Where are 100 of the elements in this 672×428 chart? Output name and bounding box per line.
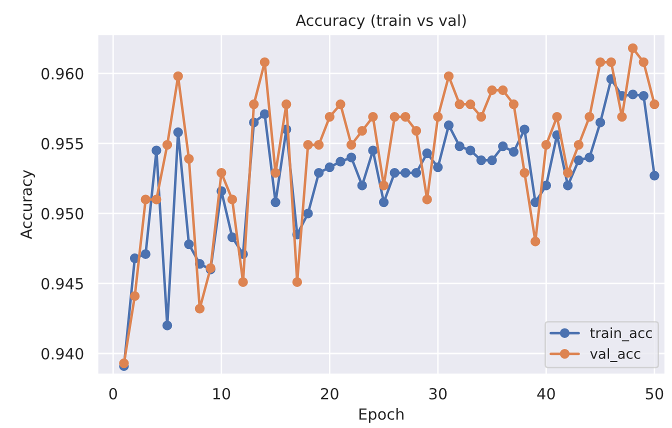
point — [552, 112, 562, 122]
point — [184, 239, 194, 250]
point — [324, 112, 335, 122]
y-tick-label: 0.945 — [42, 278, 83, 290]
point — [595, 57, 606, 68]
point — [282, 99, 292, 110]
point — [476, 112, 486, 122]
x-tick-label: 40 — [537, 388, 555, 400]
point — [628, 90, 638, 100]
x-tick-label: 10 — [213, 388, 230, 400]
point — [541, 140, 552, 150]
point — [466, 146, 476, 156]
point — [152, 194, 162, 204]
y-tick-label: 0.955 — [42, 138, 83, 150]
point — [152, 146, 162, 156]
point — [346, 140, 356, 150]
x-tick-label: 0 — [109, 388, 117, 400]
point — [390, 168, 400, 178]
point — [476, 155, 486, 166]
point — [314, 168, 324, 178]
point — [454, 99, 464, 110]
point — [368, 112, 378, 122]
point — [628, 43, 638, 54]
point — [454, 141, 464, 152]
point — [184, 154, 194, 164]
x-tick-label: 20 — [321, 388, 338, 400]
point — [433, 112, 443, 122]
point — [562, 180, 573, 190]
y-tick-label: 0.940 — [42, 348, 84, 360]
point — [638, 90, 648, 101]
point — [346, 152, 356, 162]
point — [336, 156, 346, 167]
point — [368, 146, 378, 156]
point — [227, 194, 238, 204]
point — [574, 155, 584, 166]
point — [270, 197, 280, 208]
point — [249, 99, 259, 110]
point — [324, 162, 335, 172]
point — [173, 127, 183, 138]
point — [650, 170, 660, 181]
point — [357, 126, 368, 136]
point — [140, 249, 150, 259]
point — [422, 148, 432, 158]
y-axis-title: Accuracy — [20, 170, 35, 240]
point — [336, 99, 346, 110]
point — [606, 57, 616, 68]
point — [119, 358, 129, 368]
point — [303, 208, 313, 218]
point — [444, 71, 454, 82]
x-tick-label: 50 — [646, 388, 664, 400]
point — [162, 140, 172, 150]
point — [530, 236, 540, 246]
point — [650, 99, 660, 110]
point — [422, 194, 432, 204]
point — [584, 112, 594, 122]
point — [617, 112, 627, 122]
point — [498, 141, 508, 152]
point — [562, 168, 573, 178]
point — [498, 85, 508, 96]
point — [520, 124, 530, 134]
point — [433, 162, 443, 172]
x-axis-title: Epoch — [359, 408, 404, 423]
point — [140, 194, 150, 204]
chart-title: Accuracy (train vs val) — [296, 14, 466, 30]
point — [162, 320, 172, 330]
point — [314, 140, 324, 150]
point — [390, 112, 400, 122]
point — [194, 304, 205, 314]
point — [400, 168, 410, 178]
legend-label: train_acc — [590, 327, 652, 342]
point — [378, 180, 389, 190]
y-tick-label: 0.950 — [42, 208, 84, 220]
point — [574, 140, 584, 150]
point — [292, 277, 302, 287]
point — [411, 126, 422, 136]
point — [638, 57, 648, 68]
point — [508, 147, 519, 157]
point — [303, 140, 313, 150]
point — [466, 99, 476, 110]
point — [216, 168, 226, 178]
y-tick-label: 0.960 — [42, 68, 84, 80]
point — [584, 152, 594, 162]
point — [520, 168, 530, 178]
point — [508, 99, 519, 110]
x-tick-label: 30 — [429, 388, 447, 400]
point — [260, 109, 270, 119]
point — [260, 57, 270, 68]
point — [270, 168, 280, 178]
legend-label: val_acc — [590, 348, 640, 362]
point — [238, 277, 248, 287]
point — [400, 112, 410, 122]
point — [357, 180, 368, 190]
point — [487, 85, 497, 96]
point — [173, 71, 183, 82]
point — [487, 155, 497, 166]
point — [378, 197, 389, 208]
point — [130, 291, 140, 301]
point — [411, 168, 422, 178]
point — [227, 232, 238, 242]
point — [444, 120, 454, 130]
